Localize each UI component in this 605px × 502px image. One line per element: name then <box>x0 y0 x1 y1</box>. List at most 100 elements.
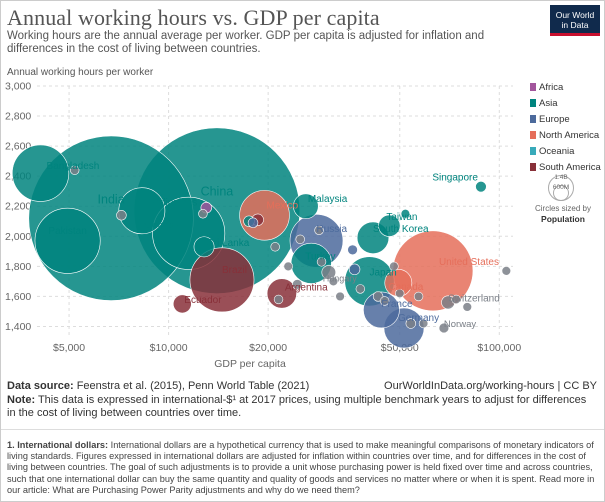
size-legend-small-label: 600M <box>553 184 569 191</box>
source-text: Feenstra et al. (2015), Penn World Table… <box>73 380 310 392</box>
point-label: Singapore <box>432 173 478 184</box>
data-point <box>116 210 127 221</box>
point-label: Pakistan <box>48 226 86 237</box>
data-point <box>198 209 208 219</box>
data-point <box>118 187 166 235</box>
logo-line1: Our World <box>555 10 595 20</box>
data-point <box>475 181 487 193</box>
data-point <box>379 296 390 306</box>
point-label: Philippines <box>149 198 197 209</box>
note-label: Note: <box>7 394 36 406</box>
legend-swatch <box>530 99 536 107</box>
point-label: Malaysia <box>308 194 348 205</box>
data-point <box>273 294 284 305</box>
footer-divider <box>1 429 604 430</box>
data-point <box>295 234 305 245</box>
point-label: Brazil <box>222 265 247 276</box>
y-tick-label: 1,800 <box>5 261 31 273</box>
logo-accent-bar <box>550 33 600 36</box>
data-point <box>247 217 259 228</box>
data-point <box>292 279 303 290</box>
point-label: Hungary <box>323 273 358 283</box>
data-point <box>378 214 401 237</box>
footnote-label: 1. International dollars: <box>7 440 109 450</box>
point-label: Argentina <box>285 282 328 293</box>
data-point <box>11 144 70 202</box>
point-label: Taiwan <box>386 212 417 223</box>
data-point <box>355 284 366 294</box>
size-legend-big-label: 1.4B <box>554 174 567 181</box>
data-point <box>239 190 290 241</box>
data-point <box>316 257 327 267</box>
data-point <box>451 294 461 305</box>
data-point <box>405 318 417 329</box>
logo-line2: in Data <box>561 20 589 30</box>
x-tick-label: $20,000 <box>249 342 287 354</box>
legend-item: North America <box>539 130 600 141</box>
legend-swatch <box>530 83 536 91</box>
size-legend-small-circle <box>553 185 569 201</box>
y-tick-label: 1,400 <box>5 321 31 333</box>
data-point <box>283 261 293 272</box>
point-label: Japan <box>369 267 396 278</box>
y-tick-label: 2,200 <box>5 201 31 213</box>
data-point <box>413 291 424 302</box>
x-tick-label: $5,000 <box>53 342 85 354</box>
size-legend-caption: Circles sized by <box>535 204 591 213</box>
note-text: This data is expressed in international-… <box>7 394 587 419</box>
data-point <box>193 236 215 258</box>
y-tick-label: 3,000 <box>5 81 31 93</box>
point-label: Germany <box>398 313 439 324</box>
data-point <box>335 291 345 302</box>
point-label: China <box>201 185 234 199</box>
data-point <box>34 207 101 274</box>
point-label: Turkey <box>305 251 335 262</box>
point-label: Russia <box>316 224 347 235</box>
legend-item: Africa <box>539 82 564 93</box>
data-point <box>438 322 450 334</box>
point-label: Canada <box>388 282 423 293</box>
legend-swatch <box>530 131 536 139</box>
data-point <box>328 276 339 287</box>
x-tick-label: $10,000 <box>150 342 188 354</box>
source-link[interactable]: OurWorldInData.org/working-hours | CC BY <box>384 380 597 392</box>
data-point <box>189 247 255 313</box>
x-tick-label: $100,000 <box>477 342 521 354</box>
legend-item: Oceania <box>539 146 575 157</box>
data-point <box>389 261 399 272</box>
chart-note: Note: This data is expressed in internat… <box>7 394 597 420</box>
source-label: Data source: <box>7 380 74 392</box>
point-label: India <box>98 192 125 206</box>
data-point <box>347 244 358 256</box>
data-point <box>400 209 411 219</box>
point-label: Bangladesh <box>47 161 100 172</box>
data-point <box>69 165 80 175</box>
scatter-chart: Annual working hours per worker 1,400 1,60… <box>5 67 601 370</box>
legend-swatch <box>530 115 536 123</box>
point-label: Switzerland <box>448 293 500 304</box>
data-point <box>314 225 324 235</box>
chart-subtitle: Working hours are the annual average per… <box>7 30 485 55</box>
y-tick-label: 1,600 <box>5 291 31 303</box>
data-point <box>172 294 192 314</box>
data-point <box>270 242 280 252</box>
data-source: Data source: Feenstra et al. (2015), Pen… <box>7 380 597 393</box>
point-label: Sri Lanka <box>207 238 250 249</box>
owid-logo[interactable]: Our World in Data <box>550 5 600 36</box>
data-point <box>348 263 361 276</box>
footnote: 1. International dollars: International … <box>7 440 599 496</box>
point-label: France <box>381 299 413 310</box>
data-point <box>321 265 337 280</box>
legend-item: Asia <box>539 98 558 109</box>
size-legend-caption-variable: Population <box>541 214 585 224</box>
data-point <box>462 302 472 312</box>
data-point <box>363 291 400 329</box>
data-point <box>293 193 319 219</box>
data-point <box>395 288 405 299</box>
y-tick-label: 2,800 <box>5 111 31 123</box>
legend-swatch <box>530 147 536 155</box>
data-point <box>501 266 512 276</box>
y-axis-title: Annual working hours per worker <box>7 67 154 78</box>
point-label: Indonesia <box>138 220 182 231</box>
